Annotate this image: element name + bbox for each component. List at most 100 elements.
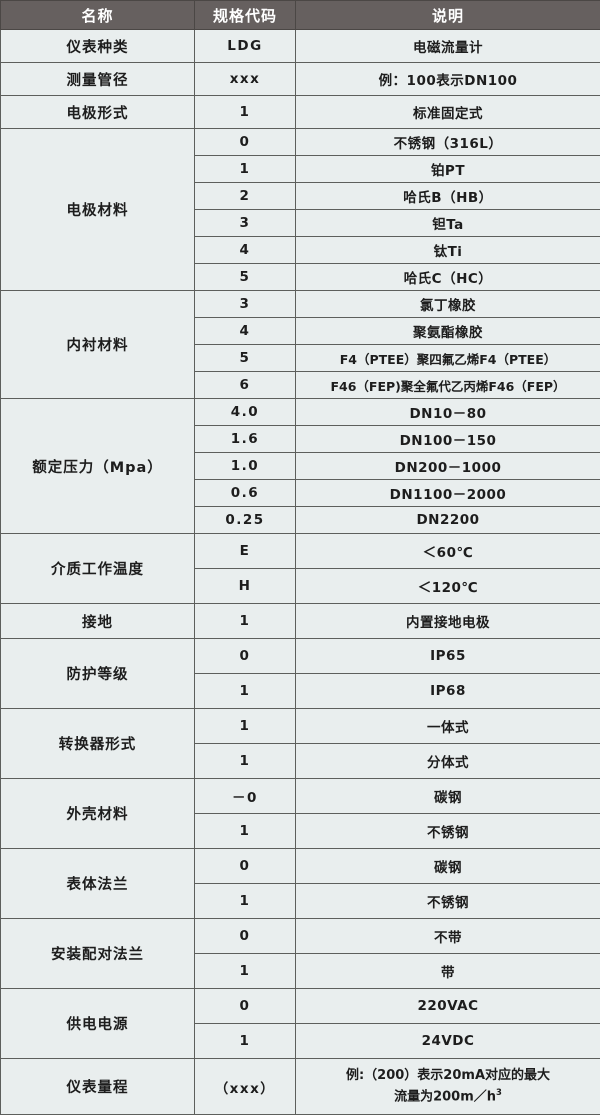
row-description: DN100－150 (296, 426, 600, 453)
row-code: 3 (195, 291, 296, 318)
row-code: 0.25 (195, 507, 296, 534)
range-flow-exponent: 3 (496, 1087, 502, 1097)
row-description: 220VAC (296, 989, 600, 1024)
row-code: 1 (195, 604, 296, 639)
row-code: 1 (195, 954, 296, 989)
row-code: 1 (195, 884, 296, 919)
row-code: E (195, 534, 296, 569)
row-name: 外壳材料 (1, 779, 195, 849)
row-name: 仪表种类 (1, 30, 195, 63)
table-row: 表体法兰 0 碳钢 (1, 849, 600, 884)
row-code: 2 (195, 183, 296, 210)
range-flow-text: 流量为200m／h (394, 1089, 496, 1104)
row-code: 6 (195, 372, 296, 399)
row-description: F4（PTEE）聚四氟乙烯F4（PTEE） (296, 345, 600, 372)
row-description: 聚氨酯橡胶 (296, 318, 600, 345)
table-body: 仪表种类 LDG 电磁流量计 测量管径 xxx 例：100表示DN100 电极形… (1, 30, 600, 1115)
row-description: IP68 (296, 674, 600, 709)
row-description: 带 (296, 954, 600, 989)
row-name: 安装配对法兰 (1, 919, 195, 989)
row-code: 0 (195, 639, 296, 674)
table-row: 供电电源 0 220VAC (1, 989, 600, 1024)
row-name: 表体法兰 (1, 849, 195, 919)
range-example-line1: 例:（200）表示20mA对应的最大 (300, 1066, 596, 1086)
row-description: DN1100－2000 (296, 480, 600, 507)
row-code: 1.6 (195, 426, 296, 453)
row-description: 一体式 (296, 709, 600, 744)
row-description: 钽Ta (296, 210, 600, 237)
row-description: 内置接地电极 (296, 604, 600, 639)
row-code: LDG (195, 30, 296, 63)
row-description: 碳钢 (296, 779, 600, 814)
row-code: 0.6 (195, 480, 296, 507)
row-name: 电极形式 (1, 96, 195, 129)
row-description: ＜120℃ (296, 569, 600, 604)
row-description: 铂PT (296, 156, 600, 183)
row-description: 电磁流量计 (296, 30, 600, 63)
row-description: 不锈钢 (296, 814, 600, 849)
row-description: 例:（200）表示20mA对应的最大 流量为200m／h3 (296, 1059, 600, 1115)
row-code: 3 (195, 210, 296, 237)
row-code: 0 (195, 919, 296, 954)
row-code: 1 (195, 96, 296, 129)
table-row: 介质工作温度 E ＜60℃ (1, 534, 600, 569)
row-code: 1 (195, 814, 296, 849)
row-code: 5 (195, 264, 296, 291)
row-description: 不带 (296, 919, 600, 954)
row-description: 哈氏B（HB） (296, 183, 600, 210)
row-description: 不锈钢 (296, 884, 600, 919)
row-description: ＜60℃ (296, 534, 600, 569)
row-code: －0 (195, 779, 296, 814)
row-code: 4.0 (195, 399, 296, 426)
row-name: 防护等级 (1, 639, 195, 709)
row-code: H (195, 569, 296, 604)
row-code: 1.0 (195, 453, 296, 480)
row-name: 介质工作温度 (1, 534, 195, 604)
table-row: 外壳材料 －0 碳钢 (1, 779, 600, 814)
row-description: DN200－1000 (296, 453, 600, 480)
range-example-line2: 流量为200m／h3 (300, 1086, 596, 1107)
table-row: 仪表量程 （xxx） 例:（200）表示20mA对应的最大 流量为200m／h3 (1, 1059, 600, 1115)
row-description: 分体式 (296, 744, 600, 779)
table-row: 额定压力（Mpa） 4.0 DN10－80 (1, 399, 600, 426)
row-code: （xxx） (195, 1059, 296, 1115)
row-description: DN2200 (296, 507, 600, 534)
table-row: 转换器形式 1 一体式 (1, 709, 600, 744)
row-description: 钛Ti (296, 237, 600, 264)
row-code: 1 (195, 744, 296, 779)
row-name: 供电电源 (1, 989, 195, 1059)
table-row: 防护等级 0 IP65 (1, 639, 600, 674)
table-row: 内衬材料 3 氯丁橡胶 (1, 291, 600, 318)
row-code: 1 (195, 156, 296, 183)
row-description: 氯丁橡胶 (296, 291, 600, 318)
table-row: 测量管径 xxx 例：100表示DN100 (1, 63, 600, 96)
row-description: 例：100表示DN100 (296, 63, 600, 96)
row-description: 不锈钢（316L） (296, 129, 600, 156)
row-description: 标准固定式 (296, 96, 600, 129)
table-header: 名称 规格代码 说明 (1, 1, 600, 30)
row-name: 额定压力（Mpa） (1, 399, 195, 534)
row-name: 测量管径 (1, 63, 195, 96)
row-code: 4 (195, 318, 296, 345)
column-header-name: 名称 (1, 1, 195, 30)
row-code: 0 (195, 849, 296, 884)
header-row: 名称 规格代码 说明 (1, 1, 600, 30)
row-code: 5 (195, 345, 296, 372)
row-description: 24VDC (296, 1024, 600, 1059)
table-row: 电极形式 1 标准固定式 (1, 96, 600, 129)
row-code: 1 (195, 674, 296, 709)
row-description: F46（FEP)聚全氟代乙丙烯F46（FEP） (296, 372, 600, 399)
row-name: 仪表量程 (1, 1059, 195, 1115)
row-code: 4 (195, 237, 296, 264)
row-description: 哈氏C（HC） (296, 264, 600, 291)
column-header-description: 说明 (296, 1, 600, 30)
row-name: 电极材料 (1, 129, 195, 291)
row-name: 内衬材料 (1, 291, 195, 399)
row-description: DN10－80 (296, 399, 600, 426)
row-name: 接地 (1, 604, 195, 639)
row-name: 转换器形式 (1, 709, 195, 779)
row-code: 1 (195, 709, 296, 744)
row-code: 0 (195, 129, 296, 156)
row-code: 0 (195, 989, 296, 1024)
